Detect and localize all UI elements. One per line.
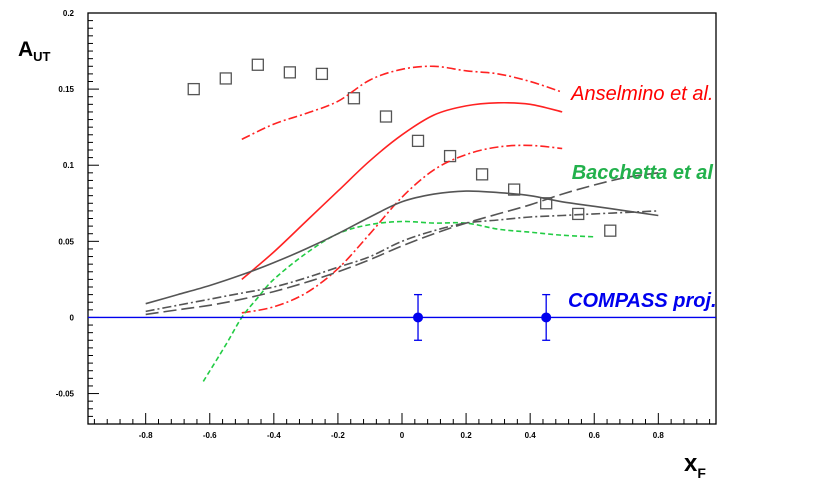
data-point-square bbox=[475, 168, 489, 181]
series-layer bbox=[88, 58, 716, 382]
x-tick-label: -0.2 bbox=[331, 431, 345, 440]
legend-annotation: Anselmino et al. bbox=[570, 83, 713, 105]
plot-border bbox=[87, 12, 717, 425]
data-point-square bbox=[379, 110, 393, 123]
y-axis-title: AUT bbox=[18, 38, 51, 64]
series-line-6 bbox=[145, 210, 659, 313]
series-line-4 bbox=[202, 220, 595, 382]
annotations: Anselmino et al. Bacchetta et al COMPASS p… bbox=[568, 83, 717, 312]
data-point-square bbox=[315, 67, 329, 81]
data-point-square bbox=[411, 134, 425, 148]
x-tick-label: -0.8 bbox=[139, 431, 153, 440]
data-point-circle bbox=[413, 312, 424, 323]
data-point-square bbox=[604, 224, 617, 237]
data-point-square bbox=[283, 66, 297, 79]
data-point-square bbox=[251, 58, 264, 71]
series-line-2 bbox=[241, 65, 563, 141]
x-tick-label: 0.8 bbox=[653, 431, 665, 440]
x-tick-label: 0.6 bbox=[589, 431, 601, 440]
y-tick-label: 0 bbox=[70, 313, 75, 322]
data-point-square bbox=[219, 72, 232, 85]
series-line-5 bbox=[145, 190, 659, 305]
legend-annotation: Bacchetta et al bbox=[572, 162, 714, 184]
tick-labels: -0.8 -0.6 -0.4 -0.2 0 0.2 0.4 0.6 0.8 -0.05 0 0.05 0… bbox=[56, 9, 665, 440]
y-tick-label: 0.15 bbox=[58, 85, 74, 94]
x-tick-label: 0.4 bbox=[525, 431, 537, 440]
data-point-square bbox=[507, 183, 521, 196]
series-line-1 bbox=[241, 101, 563, 281]
x-tick-label: -0.4 bbox=[267, 431, 281, 440]
x-axis-title: xF bbox=[684, 450, 706, 479]
data-point-square bbox=[347, 92, 361, 105]
axis-ticks bbox=[88, 12, 711, 424]
data-point-square bbox=[540, 197, 553, 210]
y-tick-label: 0.1 bbox=[63, 161, 75, 170]
y-tick-label: -0.05 bbox=[56, 390, 75, 399]
series-line-3 bbox=[241, 144, 563, 314]
data-point-square bbox=[572, 207, 585, 221]
data-point-circle bbox=[541, 312, 552, 323]
x-tick-label: 0.2 bbox=[461, 431, 473, 440]
y-tick-label: 0.2 bbox=[63, 9, 75, 18]
x-tick-label: -0.6 bbox=[203, 431, 217, 440]
data-point-square bbox=[187, 82, 200, 96]
series-line-7 bbox=[145, 172, 659, 316]
x-tick-label: 0 bbox=[400, 431, 405, 440]
data-point-square bbox=[443, 149, 457, 163]
legend-annotation: COMPASS proj. bbox=[568, 290, 717, 312]
plot-frame bbox=[87, 12, 717, 425]
y-tick-label: 0.05 bbox=[58, 237, 74, 246]
